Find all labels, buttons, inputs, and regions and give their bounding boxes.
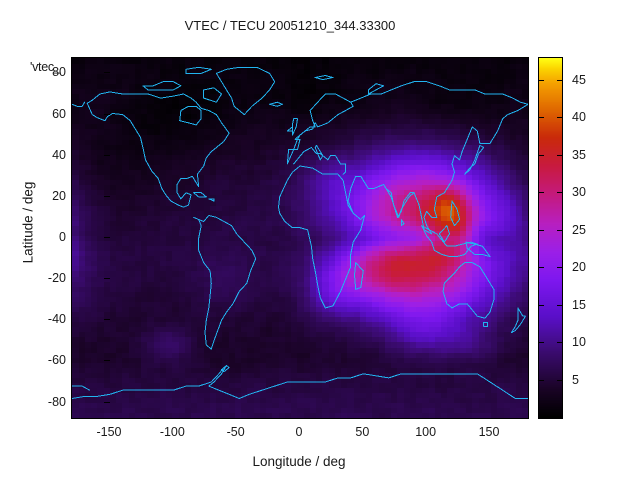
x-axis-tick-label: -150 — [96, 425, 122, 439]
x-axis-tick-label: -50 — [226, 425, 245, 439]
colorbar-gradient — [539, 58, 562, 418]
y-axis-tick-label: -20 — [47, 271, 66, 286]
colorbar-tick-mark — [557, 192, 563, 193]
y-axis-tick-label: 20 — [52, 188, 66, 203]
y-axis-tick-label: 80 — [52, 65, 66, 80]
colorbar-tick-mark — [557, 117, 563, 118]
y-axis-tick-mark — [104, 113, 110, 115]
colorbar-tick-mark — [538, 154, 544, 156]
y-axis-tick-label: -60 — [47, 353, 66, 368]
colorbar-tick-label: 5 — [572, 372, 579, 387]
colorbar-tick-label: 25 — [572, 222, 586, 237]
vtec-heatmap-canvas[interactable] — [72, 58, 528, 418]
y-axis-tick-mark — [104, 72, 110, 74]
colorbar[interactable] — [538, 57, 563, 419]
y-axis-tick-mark — [104, 278, 110, 280]
y-axis-tick-label: -80 — [47, 394, 66, 409]
y-axis-tick-mark — [104, 237, 110, 238]
colorbar-tick-mark — [538, 267, 544, 268]
colorbar-tick-mark — [538, 79, 544, 81]
x-axis-tick-labels: -150 -100 -50 0 50 100 150 — [0, 425, 640, 445]
y-axis-tick-mark — [104, 319, 110, 321]
colorbar-tick-label: 20 — [572, 260, 586, 274]
colorbar-tick-label: 30 — [572, 185, 586, 199]
map-plot-area[interactable] — [71, 57, 529, 419]
colorbar-tick-mark — [538, 342, 544, 343]
x-axis-tick-label: 150 — [478, 425, 500, 439]
y-axis-tick-mark — [104, 360, 110, 362]
x-axis-tick-label: 100 — [415, 425, 437, 439]
colorbar-tick-label: 10 — [572, 335, 586, 349]
x-axis-tick-label: -100 — [159, 425, 185, 439]
colorbar-tick-mark — [557, 267, 563, 268]
colorbar-tick-mark — [538, 304, 544, 306]
page-title: VTEC / TECU 20051210_344.33300 — [184, 18, 396, 33]
colorbar-tick-mark — [557, 379, 563, 381]
colorbar-tick-mark — [557, 342, 563, 343]
y-axis-tick-label: 60 — [52, 106, 66, 121]
colorbar-tick-mark — [557, 304, 563, 306]
colorbar-tick-mark — [538, 117, 544, 118]
colorbar-tick-label: 40 — [572, 110, 586, 124]
y-axis-tick-labels: 80 60 40 20 0 -20 -40 -60 -80 — [26, 0, 110, 480]
colorbar-tick-mark — [538, 192, 544, 193]
y-axis-tick-label: 40 — [52, 147, 66, 162]
y-axis-tick-mark — [104, 195, 110, 197]
colorbar-tick-mark — [557, 154, 563, 156]
y-axis-tick-mark — [104, 154, 110, 156]
colorbar-tick-mark — [557, 79, 563, 81]
colorbar-tick-label: 35 — [572, 147, 586, 162]
colorbar-tick-label: 45 — [572, 72, 586, 87]
colorbar-tick-label: 15 — [572, 297, 586, 312]
colorbar-tick-labels: 5 10 15 20 25 30 35 40 45 — [538, 57, 638, 417]
colorbar-tick-mark — [538, 379, 544, 381]
x-axis-tick-label: 50 — [355, 425, 370, 439]
x-axis-tick-label: 0 — [295, 425, 303, 439]
y-axis-tick-mark — [104, 401, 110, 403]
series-key-artifact: 'vtec_ — [30, 60, 61, 74]
y-axis-label: Latitude / deg — [20, 181, 36, 264]
x-axis-label: Longitude / deg — [252, 454, 346, 469]
colorbar-tick-mark — [557, 229, 563, 231]
y-axis-tick-label: -40 — [47, 312, 66, 327]
colorbar-tick-mark — [538, 229, 544, 231]
y-axis-tick-label: 0 — [59, 230, 66, 244]
